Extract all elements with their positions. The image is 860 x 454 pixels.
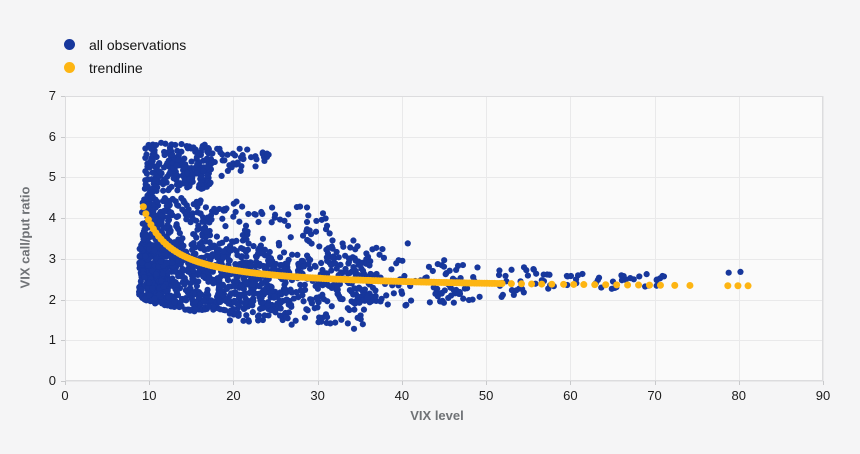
y-tick-label: 1 (48, 332, 56, 348)
x-tick-label: 50 (478, 388, 494, 403)
x-tick-label: 0 (61, 388, 69, 403)
x-tick-label: 40 (394, 388, 410, 403)
legend-item-trendline: trendline (64, 56, 186, 79)
chart-legend: all observations trendline (64, 33, 186, 79)
y-tick-label: 6 (48, 128, 56, 144)
y-tick-label: 3 (48, 250, 56, 266)
x-axis-title: VIX level (410, 408, 464, 423)
y-tick-label: 2 (48, 291, 56, 307)
x-tick-label: 20 (226, 388, 241, 403)
y-tick-label: 4 (48, 210, 56, 226)
x-tick-label: 70 (647, 388, 662, 403)
legend-label-all-observations: all observations (89, 36, 187, 53)
y-tick-label: 0 (48, 373, 56, 388)
y-tick-label: 7 (48, 88, 56, 103)
y-axis-title: VIX call/put ratio (17, 186, 33, 289)
x-tick-label: 80 (731, 388, 746, 403)
x-tick-label: 30 (310, 388, 325, 403)
x-tick-label: 60 (563, 388, 578, 403)
legend-label-trendline: trendline (89, 59, 143, 76)
blue-dot-icon (64, 39, 75, 50)
y-tick-label: 5 (48, 169, 56, 185)
orange-dot-icon (64, 62, 75, 73)
x-tick-label: 10 (141, 388, 157, 403)
legend-item-all-observations: all observations (64, 33, 186, 56)
x-tick-label: 90 (815, 388, 831, 403)
